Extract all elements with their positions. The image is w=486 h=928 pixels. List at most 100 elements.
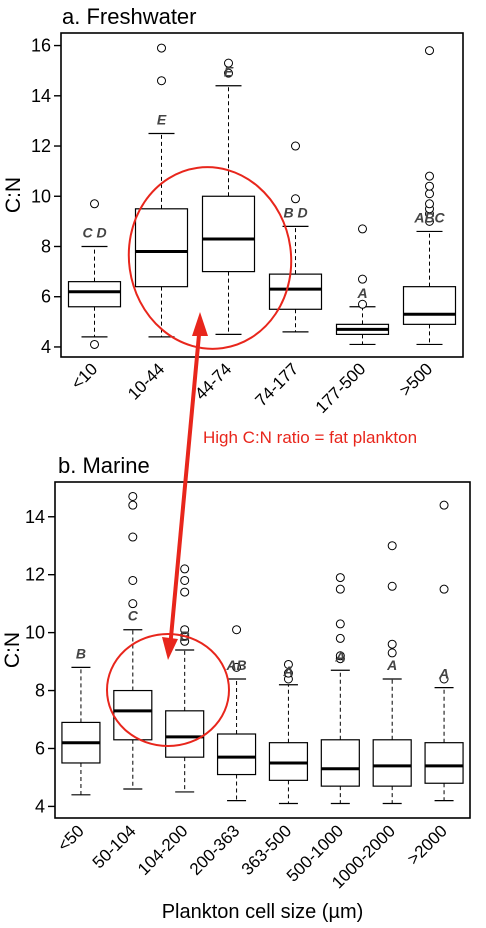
- outlier-point: [90, 199, 99, 209]
- outlier-point: [224, 58, 233, 68]
- x-tick-label: <50: [54, 821, 88, 855]
- chart-panel-2: b. Marine C:N 4 6 8 10 12 14 B C B AB A A A A <50 50-1041…: [1, 453, 471, 923]
- y-tick-label: 14: [25, 507, 45, 527]
- outlier-point: [180, 587, 190, 597]
- x-tick-label: 50-104: [89, 821, 140, 872]
- box-5: A: [335, 224, 390, 346]
- outlier-point: [387, 541, 397, 551]
- y-tick-label: 6: [41, 287, 51, 307]
- marine-highlight-circle: [106, 633, 230, 747]
- x-tick-label: >500: [396, 359, 437, 400]
- outlier-point: [180, 564, 190, 574]
- outlier-point: [425, 171, 434, 181]
- group-letter-label: A: [334, 648, 345, 664]
- outlier-point: [439, 500, 449, 510]
- plot-frame: [60, 32, 464, 358]
- y-tick-label: 12: [25, 565, 45, 585]
- annotation-text: High C:N ratio = fat plankton: [203, 428, 417, 447]
- outlier-point: [387, 648, 397, 658]
- outlier-point: [128, 532, 138, 542]
- outlier-point: [425, 189, 434, 199]
- freshwater-highlight-circle: [127, 166, 293, 350]
- outlier-point: [157, 43, 166, 53]
- box-iqr: [201, 195, 256, 273]
- x-tick-label: 177-500: [312, 359, 370, 417]
- chart-title: b. Marine: [58, 453, 150, 478]
- x-tick-label: 10-44: [124, 359, 168, 403]
- box-4: B D: [268, 141, 323, 333]
- outlier-point: [128, 599, 138, 609]
- outlier-point: [128, 575, 138, 585]
- outlier-point: [180, 625, 190, 635]
- outlier-point: [335, 573, 345, 583]
- y-axis-label: C:N: [1, 632, 24, 668]
- y-tick-label: 6: [35, 738, 45, 758]
- box-iqr: [113, 689, 153, 741]
- outlier-point: [128, 491, 138, 501]
- group-letter-label: A: [438, 666, 449, 682]
- outlier-point: [90, 339, 99, 349]
- outlier-point: [425, 199, 434, 209]
- box-3: E: [201, 58, 256, 335]
- chart-title: a. Freshwater: [62, 4, 197, 29]
- group-letter-label: E: [157, 111, 167, 127]
- box-2: C: [113, 491, 153, 790]
- outlier-point: [283, 668, 293, 678]
- box-iqr: [320, 739, 360, 787]
- outlier-point: [232, 625, 242, 635]
- outlier-point: [335, 619, 345, 629]
- outlier-point: [291, 194, 300, 204]
- outlier-point: [224, 68, 233, 78]
- group-letter-label: C D: [82, 224, 106, 240]
- outlier-point: [335, 651, 345, 661]
- outlier-point: [157, 76, 166, 86]
- x-tick-label: <10: [67, 359, 101, 393]
- plot-frame: [54, 481, 471, 819]
- outlier-point: [387, 581, 397, 591]
- outlier-point: [283, 659, 293, 669]
- group-letter-label: E: [224, 64, 234, 80]
- outlier-point: [291, 141, 300, 151]
- x-axis-label: Plankton cell size (µm): [162, 901, 364, 923]
- box-1: B: [61, 645, 101, 796]
- box-iqr: [424, 742, 464, 784]
- box-iqr: [165, 710, 205, 758]
- annotation-layer: High C:N ratio = fat plankton: [106, 166, 417, 747]
- box-iqr: [372, 739, 412, 787]
- group-letter-label: A: [356, 285, 367, 301]
- box-8: A: [424, 500, 464, 802]
- box-7: A: [372, 541, 412, 805]
- outlier-point: [387, 639, 397, 649]
- outlier-point: [358, 224, 367, 234]
- group-letter-label: B D: [283, 204, 307, 220]
- y-tick-label: 8: [41, 236, 51, 256]
- group-letter-label: A: [386, 657, 397, 673]
- box-1: C D: [67, 199, 122, 349]
- outlier-point: [335, 633, 345, 643]
- box-iqr: [216, 733, 257, 776]
- group-letter-label: A: [282, 663, 293, 679]
- chart-panel-1: a. Freshwater C:N 4 6 8 10 12 14 16 C D E E B D A ABC <…: [2, 4, 464, 417]
- box-5: A: [268, 659, 309, 805]
- y-tick-label: 14: [31, 86, 51, 106]
- group-letter-label: C: [128, 608, 139, 624]
- y-tick-label: 4: [41, 337, 51, 357]
- box-2: E: [134, 43, 189, 338]
- y-tick-label: 12: [31, 136, 51, 156]
- box-iqr: [134, 208, 189, 288]
- outlier-point: [180, 575, 190, 585]
- y-tick-label: 16: [31, 36, 51, 56]
- x-tick-label: >2000: [404, 821, 451, 868]
- x-tick-label: 200-363: [186, 821, 244, 879]
- y-tick-label: 10: [31, 186, 51, 206]
- y-tick-label: 4: [35, 796, 45, 816]
- y-tick-label: 10: [25, 623, 45, 643]
- group-letter-label: ABC: [413, 209, 445, 225]
- outlier-point: [439, 674, 449, 684]
- outlier-point: [335, 584, 345, 594]
- outlier-point: [425, 181, 434, 191]
- outlier-point: [358, 299, 367, 309]
- group-letter-label: AB: [225, 657, 246, 673]
- box-4: AB: [216, 625, 257, 802]
- arrow-head-bottom-icon: [162, 637, 178, 660]
